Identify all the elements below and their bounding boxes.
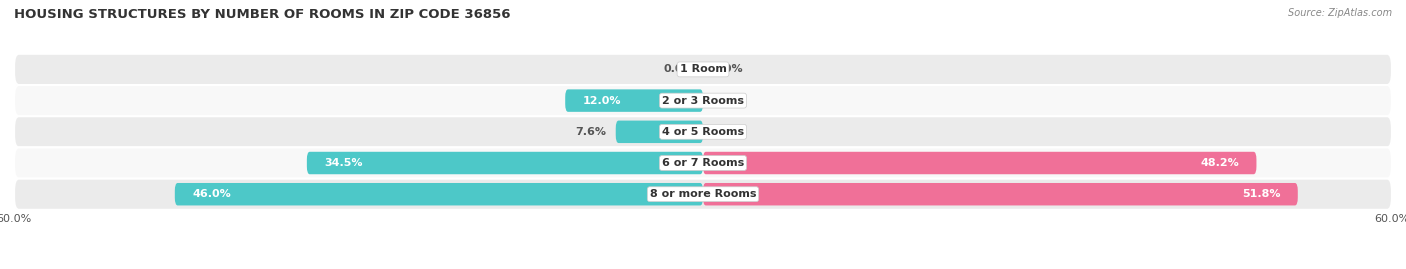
Text: 48.2%: 48.2% <box>1201 158 1239 168</box>
FancyBboxPatch shape <box>14 54 1392 85</box>
FancyBboxPatch shape <box>307 152 703 174</box>
FancyBboxPatch shape <box>565 89 703 112</box>
Text: 0.0%: 0.0% <box>713 64 742 75</box>
FancyBboxPatch shape <box>174 183 703 206</box>
FancyBboxPatch shape <box>14 116 1392 147</box>
Text: 6 or 7 Rooms: 6 or 7 Rooms <box>662 158 744 168</box>
Text: 46.0%: 46.0% <box>193 189 231 199</box>
Text: 1 Room: 1 Room <box>679 64 727 75</box>
Text: 4 or 5 Rooms: 4 or 5 Rooms <box>662 127 744 137</box>
FancyBboxPatch shape <box>703 152 1257 174</box>
Text: 34.5%: 34.5% <box>323 158 363 168</box>
Text: 12.0%: 12.0% <box>582 95 621 106</box>
Text: HOUSING STRUCTURES BY NUMBER OF ROOMS IN ZIP CODE 36856: HOUSING STRUCTURES BY NUMBER OF ROOMS IN… <box>14 8 510 21</box>
Text: 0.0%: 0.0% <box>664 64 693 75</box>
Text: 8 or more Rooms: 8 or more Rooms <box>650 189 756 199</box>
Text: 2 or 3 Rooms: 2 or 3 Rooms <box>662 95 744 106</box>
FancyBboxPatch shape <box>14 147 1392 179</box>
FancyBboxPatch shape <box>703 183 1298 206</box>
Text: 0.0%: 0.0% <box>713 95 742 106</box>
Text: 0.0%: 0.0% <box>713 127 742 137</box>
FancyBboxPatch shape <box>14 85 1392 116</box>
Text: Source: ZipAtlas.com: Source: ZipAtlas.com <box>1288 8 1392 18</box>
FancyBboxPatch shape <box>616 121 703 143</box>
Text: 51.8%: 51.8% <box>1241 189 1281 199</box>
FancyBboxPatch shape <box>14 179 1392 210</box>
Text: 7.6%: 7.6% <box>575 127 606 137</box>
